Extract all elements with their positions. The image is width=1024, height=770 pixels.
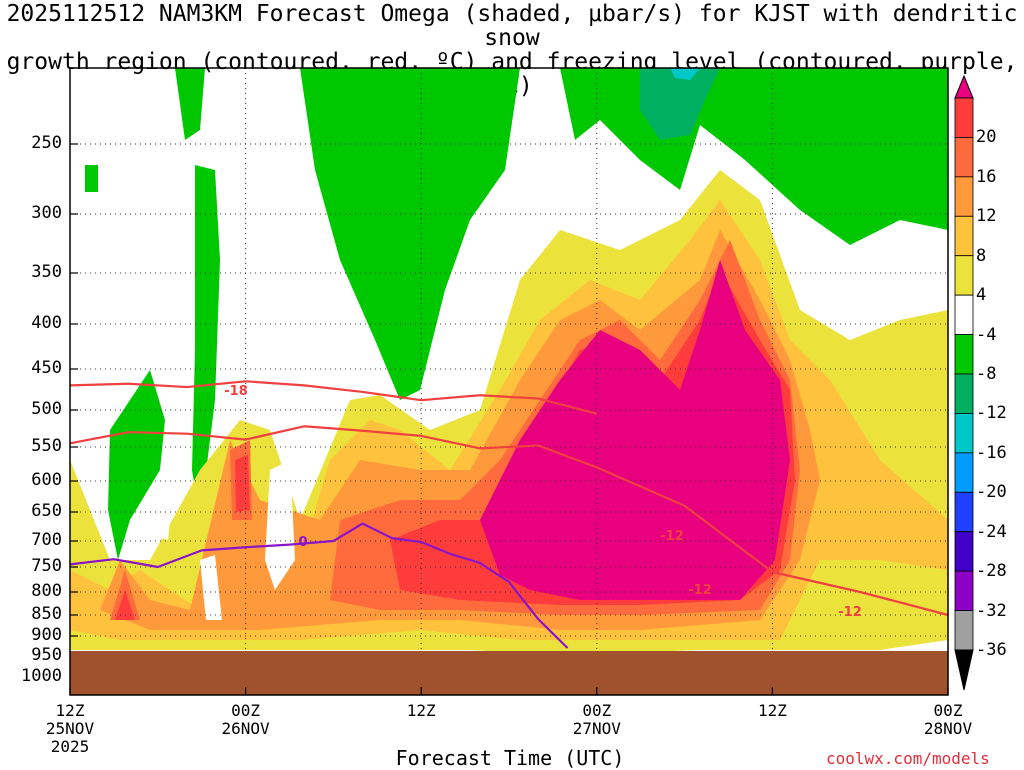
upper-green-strip bbox=[175, 68, 205, 140]
colorbar-box-2 bbox=[954, 176, 974, 217]
colorbar-box-9 bbox=[954, 452, 974, 493]
y-label-500: 500 bbox=[31, 399, 62, 419]
colorbar-label-4: 4 bbox=[976, 285, 987, 306]
x-label-line: 25NOV bbox=[45, 719, 95, 738]
y-label-250: 250 bbox=[31, 133, 62, 153]
colorbar-label-0: 20 bbox=[976, 127, 997, 148]
x-label-line: 27NOV bbox=[572, 719, 621, 738]
colorbar-box-12 bbox=[954, 570, 974, 611]
x-label-line: 28NOV bbox=[923, 719, 973, 738]
plot-frame bbox=[69, 67, 949, 696]
colorbar-bottom-triangle bbox=[954, 649, 974, 691]
colorbar-label-11: -28 bbox=[976, 561, 1007, 582]
upper-teal-region bbox=[640, 68, 720, 140]
colorbar-label-3: 8 bbox=[976, 245, 987, 266]
colorbar-box-13 bbox=[954, 610, 974, 651]
contour-lines: -18 -12 -12 -12 0 bbox=[69, 380, 949, 649]
colorbar-label-8: -16 bbox=[976, 442, 1007, 463]
ground-surface bbox=[70, 651, 948, 695]
magenta-core bbox=[480, 260, 790, 600]
y-label-800: 800 bbox=[31, 581, 62, 601]
colorbar-box-4 bbox=[954, 255, 974, 296]
colorbar-box-6 bbox=[954, 334, 974, 375]
colorbar-label-6: -8 bbox=[976, 364, 997, 384]
contour-label-2: -12 bbox=[688, 583, 712, 598]
x-label-line: 00Z bbox=[231, 701, 261, 720]
upper-cyan-region bbox=[670, 68, 700, 80]
green-patch bbox=[85, 165, 98, 192]
x-label-0: 12Z 25NOV 2025 bbox=[25, 702, 115, 756]
y-label-400: 400 bbox=[31, 313, 62, 333]
x-ticks bbox=[69, 687, 949, 695]
low-green-column bbox=[108, 370, 165, 560]
contour-freezing-level bbox=[69, 522, 569, 649]
x-label-line: 12Z bbox=[55, 701, 85, 720]
x-label-1: 00Z 26NOV bbox=[201, 702, 291, 738]
title-line-1: 2025112512 NAM3KM Forecast Omega (shaded… bbox=[6, 1, 1018, 51]
colorbar-label-9: -20 bbox=[976, 482, 1007, 503]
colorbar-label-7: -12 bbox=[976, 403, 1007, 424]
contour-dendritic-0 bbox=[69, 380, 598, 415]
x-label-5: 00Z 28NOV bbox=[903, 702, 993, 738]
x-axis-title: Forecast Time (UTC) bbox=[395, 746, 625, 770]
colorbar-label-10: -24 bbox=[976, 521, 1007, 542]
green-speck bbox=[455, 90, 470, 115]
x-label-line: 12Z bbox=[757, 701, 787, 720]
colorbar-box-7 bbox=[954, 373, 974, 414]
y-label-600: 600 bbox=[31, 470, 62, 490]
colorbar bbox=[954, 74, 974, 691]
colorbar-top-triangle bbox=[954, 74, 974, 99]
colorbar-label-2: 12 bbox=[976, 206, 997, 227]
y-label-650: 650 bbox=[31, 501, 62, 521]
x-label-4: 12Z bbox=[727, 702, 817, 720]
colorbar-label-1: 16 bbox=[976, 166, 997, 187]
x-label-line: 2025 bbox=[50, 737, 90, 756]
contour-dendritic-1 bbox=[69, 425, 949, 617]
y-label-550: 550 bbox=[31, 436, 62, 456]
colorbar-box-10 bbox=[954, 491, 974, 533]
credit-link[interactable]: coolwx.com/models bbox=[826, 749, 990, 768]
contour-label-3: -12 bbox=[838, 605, 862, 620]
contour-label-0: -18 bbox=[224, 384, 248, 399]
y-label-900: 900 bbox=[31, 625, 62, 645]
x-label-line: 12Z bbox=[406, 701, 436, 720]
x-label-line: 00Z bbox=[582, 701, 612, 720]
colorbar-box-8 bbox=[954, 413, 974, 454]
colorbar-label-5: -4 bbox=[976, 324, 997, 345]
omega-shading bbox=[70, 68, 948, 655]
y-label-350: 350 bbox=[31, 262, 62, 282]
colorbar-label-12: -32 bbox=[976, 600, 1007, 621]
contour-label-1: -12 bbox=[660, 529, 684, 544]
colorbar-label-13: -36 bbox=[976, 640, 1007, 660]
colorbar-box-3 bbox=[954, 215, 974, 257]
y-label-750: 750 bbox=[31, 556, 62, 576]
colorbar-box-11 bbox=[954, 531, 974, 572]
x-label-line: 00Z bbox=[933, 701, 963, 720]
mid-green-column bbox=[192, 165, 220, 520]
contour-label-4: 0 bbox=[298, 535, 307, 550]
y-label-950: 950 bbox=[31, 645, 62, 665]
x-label-3: 00Z 27NOV bbox=[552, 702, 642, 738]
y-label-1000: 1000 bbox=[21, 666, 62, 686]
colorbar-box-5 bbox=[954, 294, 974, 335]
y-label-700: 700 bbox=[31, 530, 62, 550]
upper-green-region-1 bbox=[300, 68, 520, 400]
colorbar-box-0 bbox=[954, 97, 974, 138]
x-label-line: 26NOV bbox=[221, 719, 270, 738]
colorbar-box-1 bbox=[954, 137, 974, 178]
x-label-2: 12Z bbox=[376, 702, 466, 720]
y-label-300: 300 bbox=[31, 203, 62, 223]
white-gaps bbox=[152, 460, 295, 620]
y-label-850: 850 bbox=[31, 604, 62, 624]
y-label-450: 450 bbox=[31, 358, 62, 378]
